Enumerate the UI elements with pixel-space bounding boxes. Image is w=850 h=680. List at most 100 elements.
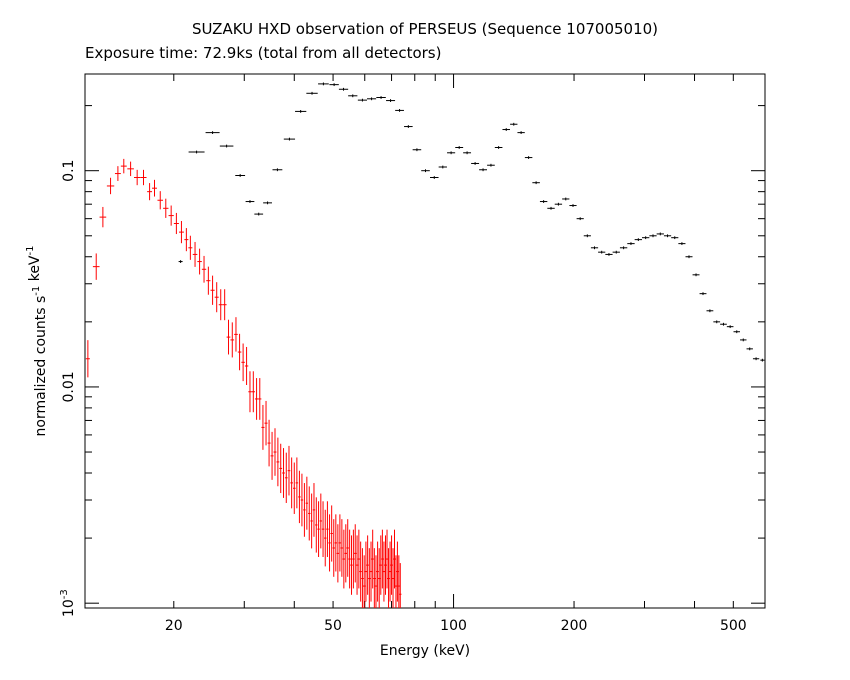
data-point xyxy=(303,483,306,537)
data-point xyxy=(393,529,396,589)
data-point xyxy=(706,309,714,313)
data-point xyxy=(471,162,480,165)
data-point xyxy=(350,535,353,595)
data-point xyxy=(539,200,548,203)
plot-frame xyxy=(84,73,766,609)
data-point xyxy=(397,555,401,608)
data-point xyxy=(287,445,291,496)
data-point xyxy=(583,234,591,238)
data-point xyxy=(267,419,271,467)
data-point xyxy=(188,235,193,260)
data-point xyxy=(361,548,364,608)
data-point xyxy=(487,163,495,167)
data-point xyxy=(605,253,613,256)
data-point xyxy=(178,260,183,263)
data-point xyxy=(387,548,390,608)
data-point xyxy=(369,541,373,602)
axis-ticks xyxy=(85,74,766,608)
data-series xyxy=(85,82,765,608)
data-point xyxy=(366,535,369,595)
data-point xyxy=(364,541,368,602)
data-point xyxy=(312,483,316,537)
data-point xyxy=(157,191,164,210)
data-point xyxy=(713,320,721,324)
data-point xyxy=(214,282,219,313)
data-point xyxy=(394,555,398,608)
data-point xyxy=(219,144,234,148)
data-point xyxy=(284,452,288,503)
series-1 xyxy=(178,82,765,362)
data-point xyxy=(569,204,577,207)
x-tick-label: 100 xyxy=(440,618,467,634)
data-point xyxy=(318,82,329,86)
x-axis-label: Energy (keV) xyxy=(380,643,470,659)
data-point xyxy=(562,197,570,201)
data-point xyxy=(254,212,264,216)
data-point xyxy=(517,131,525,135)
data-point xyxy=(391,548,395,608)
data-point xyxy=(244,346,249,386)
data-point xyxy=(279,443,283,494)
data-point xyxy=(479,168,487,172)
data-point xyxy=(438,165,447,169)
data-point xyxy=(234,317,238,352)
data-point xyxy=(379,535,382,595)
data-point xyxy=(355,535,359,595)
data-point xyxy=(197,248,202,275)
data-point xyxy=(272,168,283,172)
data-point xyxy=(245,200,255,203)
data-point xyxy=(147,183,153,201)
data-point xyxy=(334,514,338,572)
data-point xyxy=(362,555,366,608)
data-point xyxy=(326,501,329,557)
data-point xyxy=(376,541,379,602)
data-point xyxy=(295,110,307,113)
data-point xyxy=(576,217,584,221)
data-point xyxy=(692,273,700,277)
data-point xyxy=(261,404,265,450)
data-point xyxy=(300,473,304,527)
data-point xyxy=(346,519,349,577)
data-point xyxy=(321,501,325,557)
data-point xyxy=(354,524,357,583)
data-point xyxy=(237,333,242,371)
data-point xyxy=(317,501,320,557)
data-point xyxy=(357,529,361,589)
data-point xyxy=(430,176,439,179)
data-point xyxy=(264,400,268,446)
data-point xyxy=(447,151,456,155)
y-tick-label: 10-3 xyxy=(59,589,77,617)
data-point xyxy=(656,232,664,236)
data-point xyxy=(344,524,347,583)
data-point xyxy=(524,156,533,159)
data-point xyxy=(678,242,686,246)
data-point xyxy=(746,347,753,351)
data-point xyxy=(396,541,399,602)
data-point xyxy=(85,340,90,378)
data-point xyxy=(366,97,377,101)
data-point xyxy=(386,99,396,102)
data-point xyxy=(733,330,741,334)
data-point xyxy=(385,529,389,589)
data-point xyxy=(270,431,274,480)
data-point xyxy=(382,541,386,602)
y-tick-label: 0.01 xyxy=(61,371,77,402)
data-point xyxy=(649,234,657,238)
data-point xyxy=(532,181,540,185)
data-point xyxy=(671,236,679,240)
data-point xyxy=(230,322,235,358)
x-tick-label: 20 xyxy=(165,618,183,634)
data-point xyxy=(92,253,100,280)
data-point xyxy=(455,146,464,149)
data-point xyxy=(619,246,628,250)
data-point xyxy=(421,169,430,173)
data-point xyxy=(184,228,189,252)
data-point xyxy=(192,241,198,267)
data-point xyxy=(329,83,339,87)
data-point xyxy=(371,529,374,589)
data-point xyxy=(315,497,318,553)
data-point xyxy=(308,486,311,541)
data-point xyxy=(494,146,503,149)
data-point xyxy=(627,242,635,246)
